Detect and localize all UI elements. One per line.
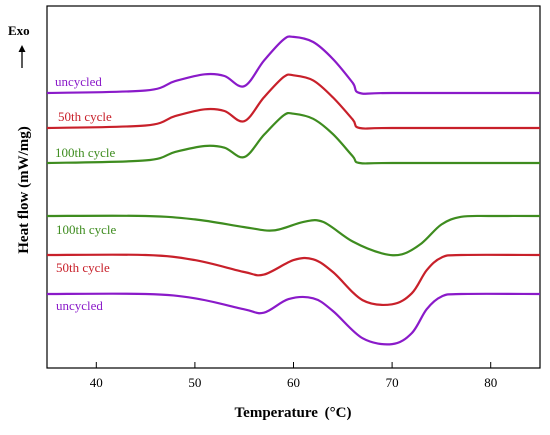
- series-label-upper-50th-cycle: 50th cycle: [58, 109, 112, 124]
- exo-label: Exo: [8, 23, 30, 38]
- series-label-lower-uncycled: uncycled: [56, 298, 103, 313]
- series-label-upper-100th-cycle: 100th cycle: [55, 145, 116, 160]
- x-axis-title-unit: (°C): [325, 405, 352, 421]
- x-tick-label: 70: [386, 375, 399, 390]
- series-line-lower-100th-cycle: [46, 214, 541, 257]
- exo-arrow: [18, 45, 26, 68]
- x-tick-label: 80: [484, 375, 497, 390]
- x-axis-title: Temperature (°C): [235, 405, 352, 421]
- y-axis-title: Heat flow (mW/mg): [16, 126, 32, 253]
- series-line-upper-50th-cycle: [46, 73, 540, 130]
- x-tick-label: 50: [188, 375, 201, 390]
- x-axis-title-main: Temperature: [235, 405, 319, 421]
- curves-layer: uncycled 50th cycle 100th cycle 100th cycle…: [46, 35, 541, 346]
- series-line-upper-100th-cycle: [46, 111, 540, 165]
- series-line-lower-uncycled: [46, 292, 541, 346]
- series-label-lower-50th-cycle: 50th cycle: [56, 260, 110, 275]
- series-label-lower-100th-cycle: 100th cycle: [56, 222, 117, 237]
- x-tick-label: 40: [90, 375, 103, 390]
- series-line-upper-uncycled: [46, 35, 540, 95]
- plot-frame: [46, 5, 541, 369]
- x-axis-ticks: 40 50 60 70 80: [90, 362, 497, 390]
- series-label-upper-uncycled: uncycled: [55, 74, 102, 89]
- x-tick-label: 60: [287, 375, 300, 390]
- series-line-lower-50th-cycle: [46, 253, 541, 306]
